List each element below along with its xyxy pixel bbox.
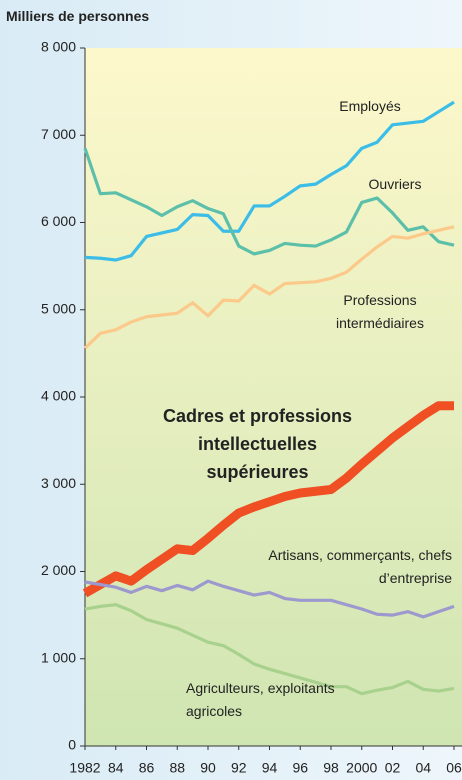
series-label: Ouvriers <box>368 176 422 192</box>
series-label: Agriculteurs, exploitants agricoles <box>186 680 335 719</box>
series-label: Cadres et professions intellectuelles su… <box>162 406 353 482</box>
y-tick-label: 2 000 <box>41 562 76 578</box>
x-tick-label: 02 <box>385 760 401 776</box>
y-tick-label: 1 000 <box>41 649 76 665</box>
x-tick-label: 1982 <box>69 760 100 776</box>
x-tick-label: 88 <box>169 760 185 776</box>
x-tick-label: 98 <box>323 760 339 776</box>
y-tick-label: 6 000 <box>41 213 76 229</box>
chart-title: Milliers de personnes <box>6 8 150 24</box>
x-tick-label: 96 <box>292 760 308 776</box>
series-line <box>82 401 454 598</box>
series-label: Employés <box>339 98 401 114</box>
plot-area <box>85 48 462 746</box>
y-tick-label: 0 <box>68 737 76 753</box>
x-tick-label: 86 <box>139 760 155 776</box>
x-tick-label: 2000 <box>346 760 377 776</box>
x-tick-label: 94 <box>262 760 278 776</box>
x-tick-label: 90 <box>200 760 216 776</box>
x-tick-label: 06 <box>446 760 462 776</box>
y-tick-label: 3 000 <box>41 475 76 491</box>
series-label: Professions intermédiaires <box>336 292 424 331</box>
y-tick-label: 4 000 <box>41 388 76 404</box>
y-tick-label: 5 000 <box>41 300 76 316</box>
x-tick-label: 04 <box>415 760 431 776</box>
y-tick-label: 7 000 <box>41 126 76 142</box>
series-line <box>84 100 455 262</box>
series-line <box>84 603 455 696</box>
x-tick-label: 92 <box>231 760 247 776</box>
series-line <box>83 225 455 350</box>
series-label: Artisans, commerçants, chefs d’entrepris… <box>268 547 452 586</box>
series-line <box>84 579 455 619</box>
y-tick-label: 8 000 <box>41 39 76 55</box>
x-tick-label: 84 <box>108 760 124 776</box>
series-line <box>83 147 455 256</box>
